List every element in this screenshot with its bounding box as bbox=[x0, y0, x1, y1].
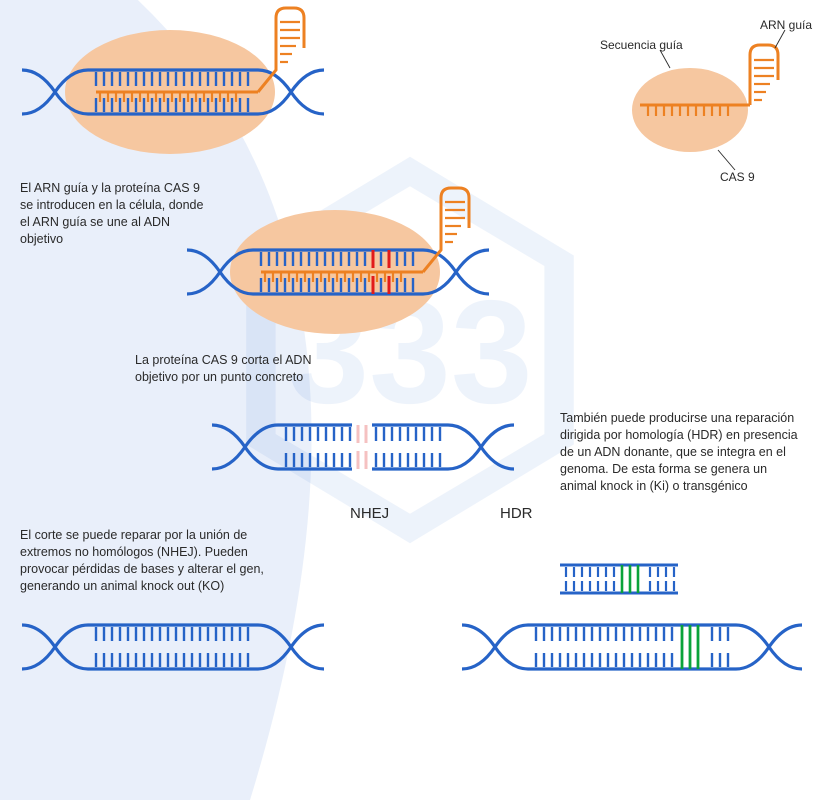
dna-hdr-result bbox=[462, 625, 802, 669]
caption-step2: La proteína CAS 9 corta el ADN objetivo … bbox=[135, 352, 355, 386]
label-nhej: NHEJ bbox=[350, 505, 389, 522]
legend-label-cas9: CAS 9 bbox=[720, 170, 755, 184]
dna-step3-cut bbox=[212, 425, 514, 469]
legend-label-arn: ARN guía bbox=[760, 18, 812, 32]
caption-hdr: También puede producirse una reparación … bbox=[560, 410, 800, 494]
legend-label-secuencia: Secuencia guía bbox=[600, 38, 683, 52]
caption-nhej: El corte se puede reparar por la unión d… bbox=[20, 527, 285, 595]
dna-step1 bbox=[22, 8, 324, 154]
dna-nhej-result bbox=[22, 625, 324, 669]
caption-step1: El ARN guía y la proteína CAS 9 se intro… bbox=[20, 180, 215, 248]
label-hdr: HDR bbox=[500, 505, 533, 522]
dna-hdr-donor bbox=[560, 565, 678, 593]
dna-step2 bbox=[187, 188, 489, 334]
